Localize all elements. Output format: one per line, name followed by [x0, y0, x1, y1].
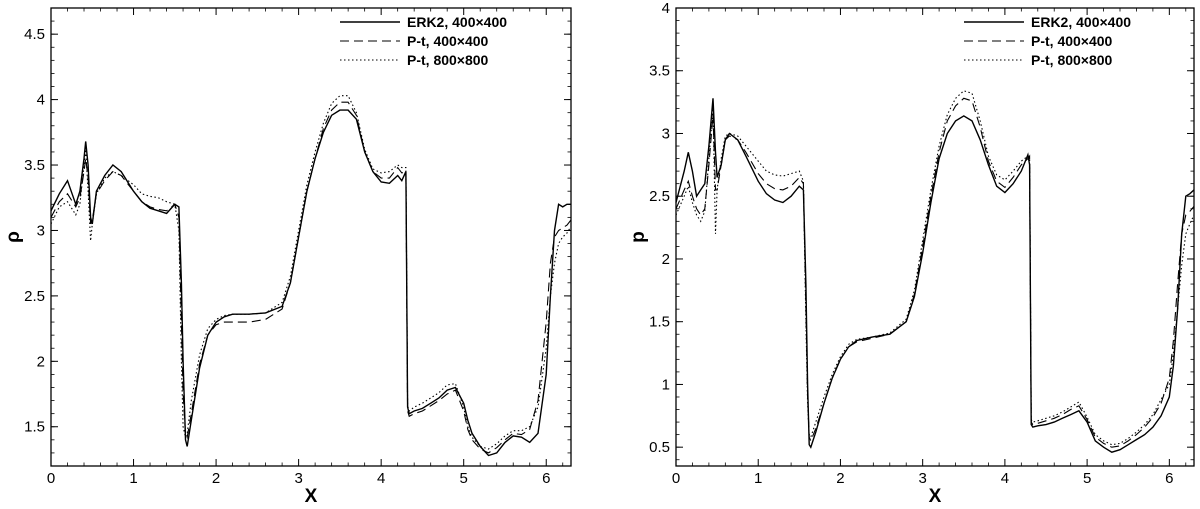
y-tick-label: 2 [662, 251, 670, 268]
x-tick-label: 3 [294, 470, 302, 487]
x-tick-label: 2 [212, 470, 220, 487]
x-tick-label: 0 [47, 470, 55, 487]
x-tick-label: 6 [1165, 470, 1173, 487]
y-tick-label: 3.5 [24, 157, 45, 174]
y-tick-label: 2.5 [649, 188, 670, 205]
y-tick-label: 1 [662, 376, 670, 393]
y-tick-label: 0.5 [649, 439, 670, 456]
chart-2: 0 1 2 3 4 5 6 0.5 1 1.5 2 2.5 3 3.5 4 Xp ERK2, 400×400 P-… [628, 0, 1195, 507]
y-axis-title: p [628, 231, 649, 243]
y-tick-label: 1.5 [24, 419, 45, 436]
y-tick-label: 2 [37, 353, 45, 370]
x-tick-label: 4 [1001, 470, 1009, 487]
x-tick-label: 1 [129, 470, 137, 487]
x-tick-label: 1 [754, 470, 762, 487]
x-axis-title: X [929, 486, 942, 507]
legend-label-2: P-t, 400×400 [1031, 33, 1113, 49]
legend-label-3: P-t, 800×800 [1031, 52, 1113, 68]
plot-frame [50, 7, 572, 467]
x-tick-label: 5 [1083, 470, 1091, 487]
y-tick-label: 4.5 [24, 26, 45, 43]
series-line-3 [50, 95, 572, 450]
x-tick-label: 2 [836, 470, 844, 487]
series-line-2 [50, 101, 572, 454]
legend-label-1: ERK2, 400×400 [407, 14, 507, 30]
y-tick-label: 4 [37, 92, 45, 109]
y-tick-label: 3 [662, 125, 670, 142]
y-tick-label: 3 [37, 222, 45, 239]
y-tick-label: 4 [662, 0, 670, 17]
x-axis-title: X [305, 486, 318, 507]
y-tick-label: 3.5 [649, 63, 670, 80]
y-tick-label: 2.5 [24, 288, 45, 305]
series-line-2 [675, 97, 1195, 448]
legend-label-1: ERK2, 400×400 [1031, 14, 1131, 30]
legend-label-3: P-t, 800×800 [407, 52, 489, 68]
series-line-1 [50, 109, 571, 457]
chart-1: 0 1 2 3 4 5 6 1.5 2 2.5 3 3.5 4 4.5 Xρ ERK2, 400×400 P-t… [3, 7, 572, 507]
y-tick-label: 1.5 [649, 314, 670, 331]
series-line-3 [675, 90, 1195, 446]
series-line-1 [675, 98, 1195, 453]
x-tick-label: 6 [542, 470, 550, 487]
x-tick-label: 0 [672, 470, 680, 487]
x-tick-label: 4 [377, 470, 385, 487]
x-tick-label: 3 [918, 470, 926, 487]
legend-label-2: P-t, 400×400 [407, 33, 489, 49]
y-axis-title: ρ [3, 231, 24, 243]
x-tick-label: 5 [460, 470, 468, 487]
plot-frame [675, 7, 1195, 467]
